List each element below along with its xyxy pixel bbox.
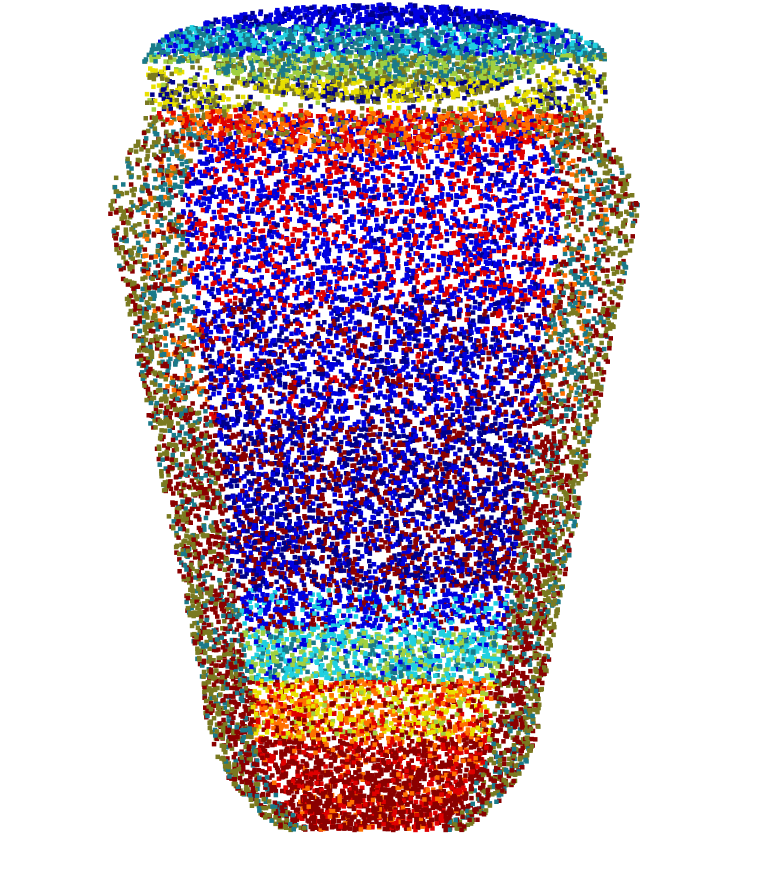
rim-point-group <box>142 2 608 159</box>
jar-body-points <box>108 112 640 833</box>
body-point-group <box>108 112 640 833</box>
jar-rim-points <box>142 2 608 159</box>
